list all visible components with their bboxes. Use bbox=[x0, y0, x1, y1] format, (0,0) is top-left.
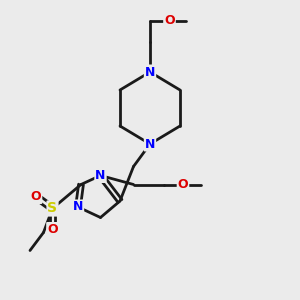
Text: O: O bbox=[164, 14, 175, 28]
Text: O: O bbox=[178, 178, 188, 191]
Text: O: O bbox=[31, 190, 41, 203]
Text: N: N bbox=[145, 65, 155, 79]
Text: N: N bbox=[95, 169, 106, 182]
Text: N: N bbox=[145, 137, 155, 151]
Text: N: N bbox=[73, 200, 83, 214]
Text: O: O bbox=[47, 223, 58, 236]
Text: S: S bbox=[47, 202, 58, 215]
